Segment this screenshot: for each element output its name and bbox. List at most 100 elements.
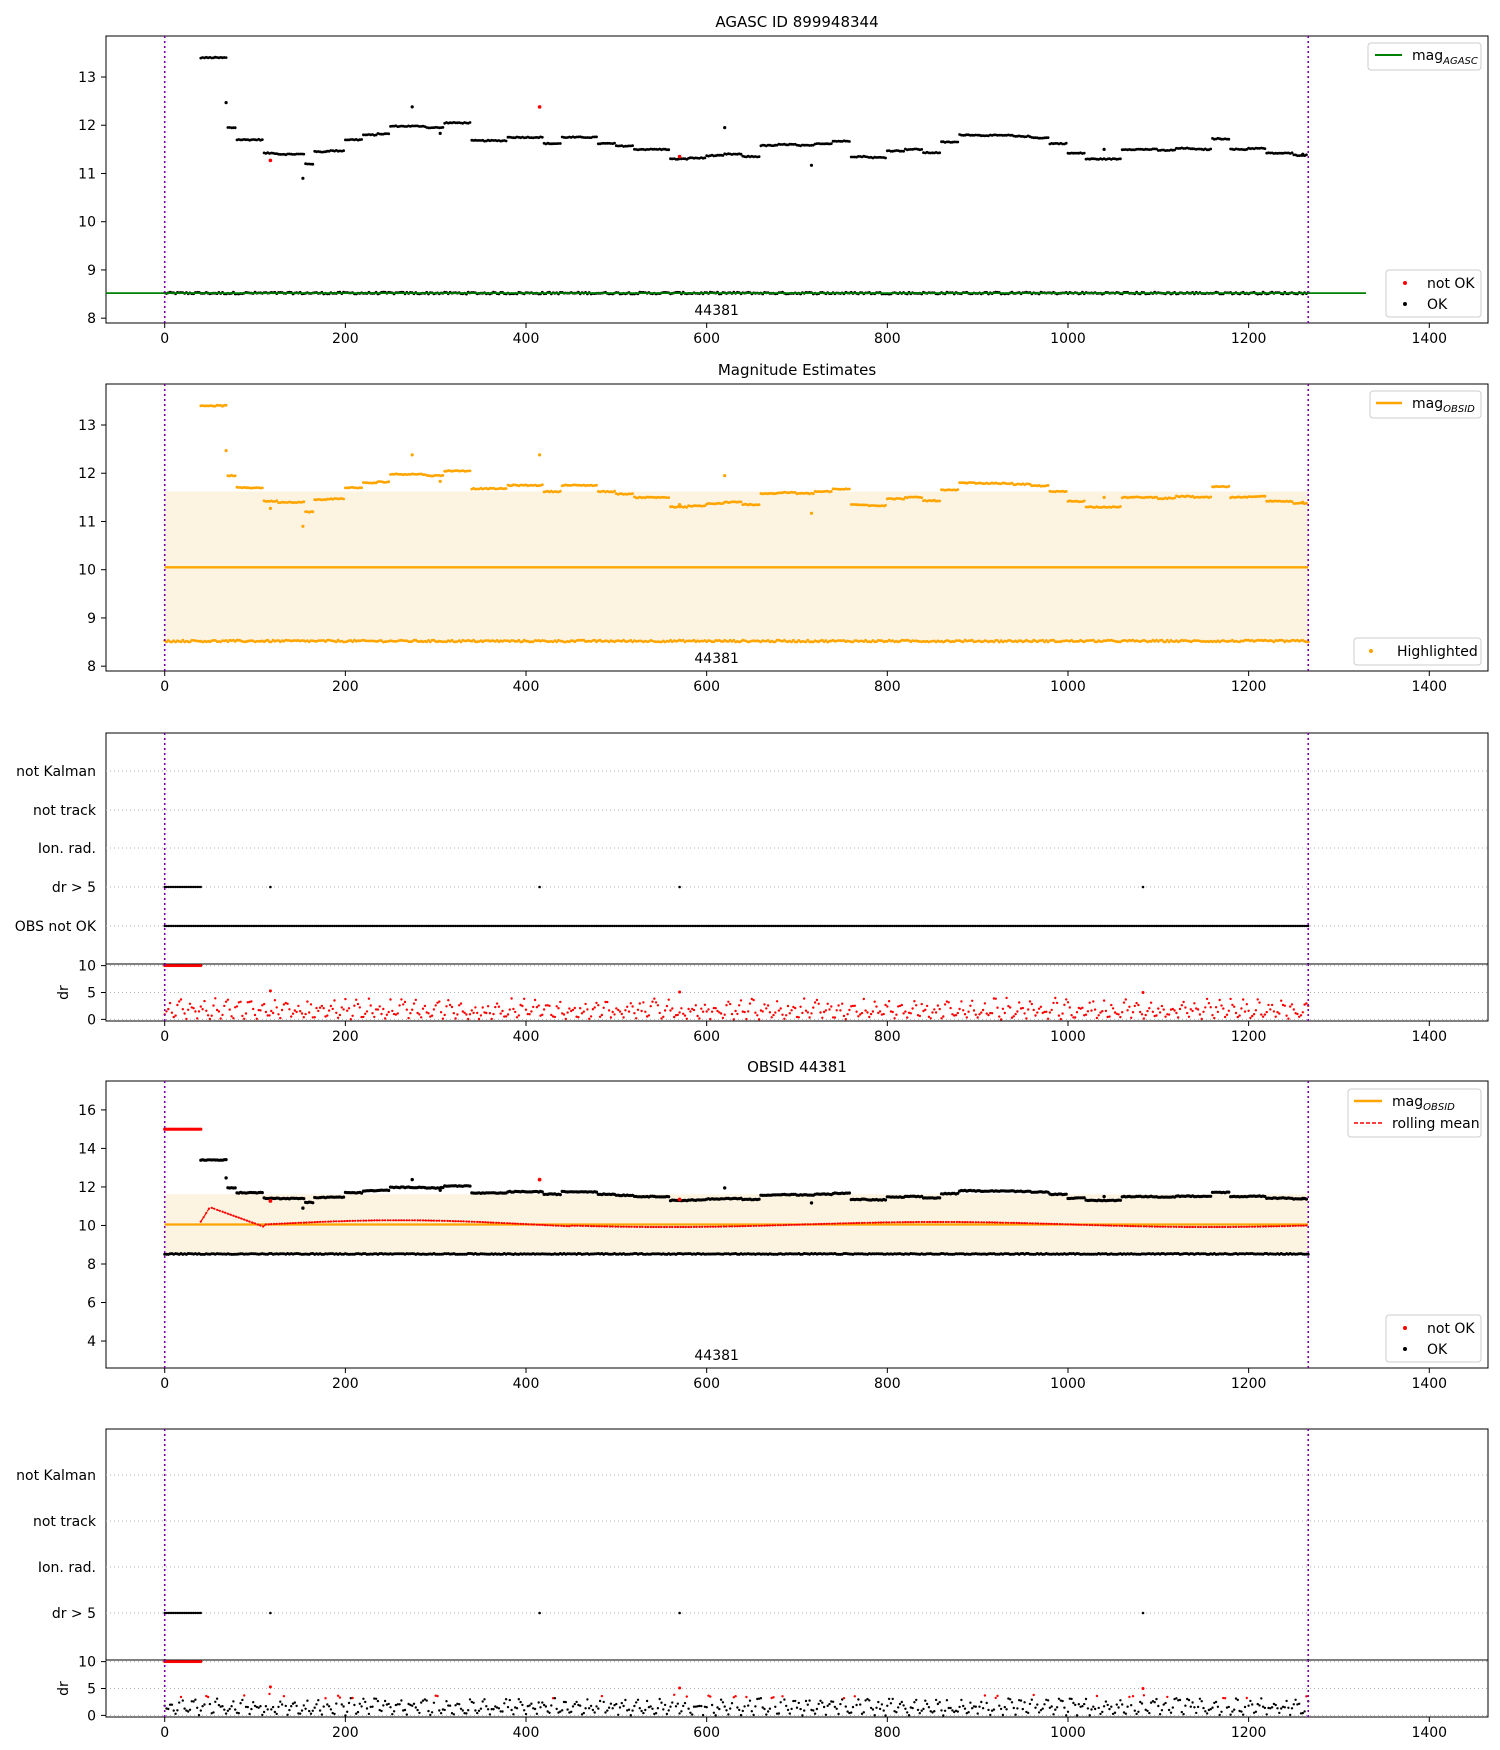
obs-not-ok-point xyxy=(313,924,316,928)
obs-not-ok-point xyxy=(559,924,562,928)
dr-point xyxy=(931,1011,934,1014)
dr-point xyxy=(570,1009,573,1013)
obs-not-ok-point xyxy=(1220,924,1223,928)
dr-point xyxy=(622,1016,625,1019)
obs-not-ok-point xyxy=(965,924,968,928)
obs-not-ok-point xyxy=(1202,924,1205,928)
obs-not-ok-point xyxy=(402,924,405,928)
obs-not-ok-point xyxy=(561,924,564,928)
dr-point xyxy=(593,1006,596,1009)
obs-not-ok-point xyxy=(521,924,524,928)
dr-point xyxy=(566,1011,569,1014)
chart-title: AGASC ID 899948344 xyxy=(715,13,878,31)
dr-point xyxy=(575,1015,578,1018)
obs-not-ok-point xyxy=(618,924,622,928)
obs-not-ok-point xyxy=(1278,924,1281,928)
dr-point xyxy=(927,1015,931,1018)
dr-point xyxy=(1128,1005,1131,1008)
obs-not-ok-point xyxy=(591,924,595,928)
dr-point xyxy=(924,1008,927,1011)
y-tick-label: 0 xyxy=(87,1012,96,1028)
dr-point xyxy=(273,999,277,1002)
dr-point xyxy=(351,1014,354,1017)
obs-not-ok-point xyxy=(562,924,566,928)
obs-not-ok-point xyxy=(441,924,445,928)
obs-not-ok-point xyxy=(203,924,206,928)
dr-point xyxy=(707,1008,710,1011)
obs-not-ok-point xyxy=(282,924,286,928)
dr-point xyxy=(420,1016,423,1019)
dr-point xyxy=(1247,1009,1250,1012)
obs-not-ok-point xyxy=(199,924,202,928)
obs-not-ok-point xyxy=(1245,924,1249,928)
x-tick-label: 800 xyxy=(874,679,901,695)
dr-point xyxy=(1207,1002,1211,1005)
obs-not-ok-point xyxy=(318,924,322,928)
dr-point xyxy=(360,1015,363,1019)
dr-point xyxy=(638,1002,641,1005)
dr-point xyxy=(808,1016,811,1019)
obs-not-ok-point xyxy=(470,924,473,928)
highlighted-point xyxy=(593,638,597,642)
ok-point xyxy=(829,142,833,146)
obs-not-ok-point xyxy=(1148,924,1151,928)
obs-not-ok-point xyxy=(1233,924,1236,928)
obs-not-ok-point xyxy=(1117,924,1120,928)
dr-point xyxy=(954,1014,958,1017)
obs-not-ok-point xyxy=(1068,924,1072,928)
obs-not-ok-point xyxy=(804,924,808,928)
obs-not-ok-point xyxy=(797,924,800,928)
dr-point xyxy=(963,1013,967,1016)
obs-not-ok-point xyxy=(1276,924,1279,928)
dr-point xyxy=(611,1010,614,1014)
obs-not-ok-point xyxy=(972,924,976,928)
legend-box xyxy=(1353,637,1482,666)
dr-point xyxy=(459,1002,463,1005)
obs-not-ok-point xyxy=(172,924,175,928)
obs-not-ok-point xyxy=(349,924,352,928)
dr-point xyxy=(479,1014,483,1017)
obs-not-ok-point xyxy=(691,924,694,928)
dr-point xyxy=(501,1009,504,1013)
highlighted-point xyxy=(884,504,887,507)
dr-point xyxy=(893,1017,896,1020)
dr-point xyxy=(615,1007,618,1010)
dr-point xyxy=(1238,1014,1241,1017)
ok-point xyxy=(224,101,228,105)
obs-not-ok-point xyxy=(555,924,558,928)
dr-point xyxy=(1030,1002,1034,1006)
obs-not-ok-point xyxy=(351,924,354,928)
obs-not-ok-point xyxy=(709,924,712,928)
obs-not-ok-point xyxy=(488,924,492,928)
obs-not-ok-point xyxy=(1303,924,1306,928)
dr-point xyxy=(607,1009,611,1012)
obs-not-ok-point xyxy=(411,924,414,928)
obs-not-ok-point xyxy=(224,924,228,928)
dr-point xyxy=(557,1007,560,1010)
dr-point xyxy=(409,1012,412,1015)
dr-point xyxy=(170,1011,174,1014)
dr-point xyxy=(669,1009,672,1012)
dr-point xyxy=(252,1007,255,1011)
dr-point xyxy=(197,1010,201,1013)
highlighted-point xyxy=(188,640,192,644)
obs-not-ok-point xyxy=(1027,924,1030,928)
obs-not-ok-point xyxy=(680,924,683,928)
obs-not-ok-point xyxy=(692,924,696,928)
highlighted-point xyxy=(351,640,354,644)
obs-not-ok-point xyxy=(1010,924,1014,928)
dr-point xyxy=(1016,1010,1019,1013)
dr-point xyxy=(1081,1006,1084,1009)
obs-not-ok-point xyxy=(653,924,656,928)
obs-not-ok-point xyxy=(188,924,192,928)
dr-point xyxy=(288,1008,291,1011)
obs-not-ok-point xyxy=(168,924,172,928)
dr-point xyxy=(759,1009,763,1012)
dr-point xyxy=(573,1006,576,1010)
axes-frame xyxy=(105,35,1489,324)
dr-point xyxy=(181,1008,184,1011)
obs-not-ok-point xyxy=(1075,924,1079,928)
obs-not-ok-point xyxy=(427,924,430,928)
obs-not-ok-point xyxy=(327,924,331,928)
obs-not-ok-point xyxy=(1104,924,1108,928)
